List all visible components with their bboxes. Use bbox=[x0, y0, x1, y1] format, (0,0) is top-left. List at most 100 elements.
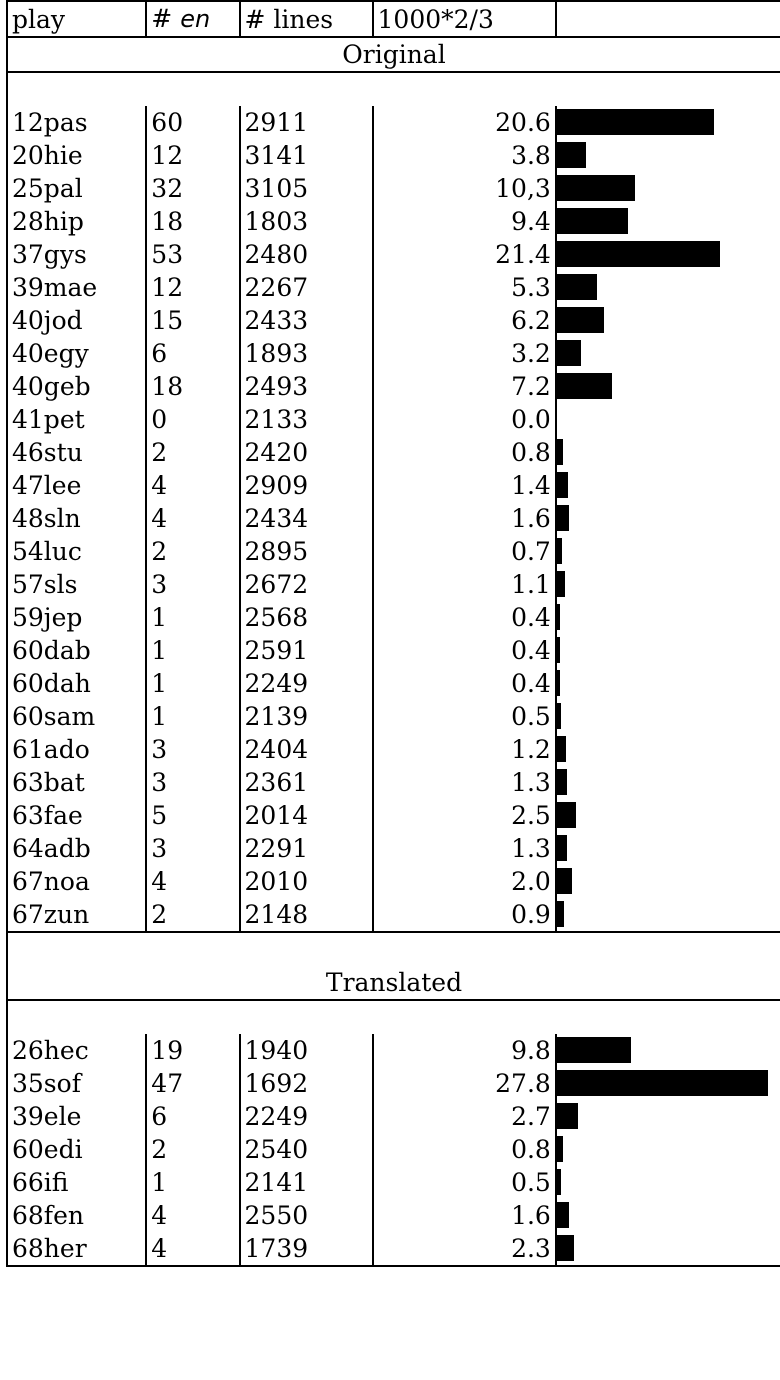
ratio-bar bbox=[557, 868, 572, 894]
bar-cell bbox=[554, 337, 780, 370]
ratio-cell: 2.0 bbox=[371, 865, 556, 898]
en-count-cell: 18 bbox=[145, 370, 240, 403]
bar-cell bbox=[554, 238, 780, 271]
bar-cell bbox=[554, 205, 780, 238]
ratio-bar bbox=[557, 802, 576, 828]
header-en: # en bbox=[145, 0, 240, 38]
lines-count-cell: 2895 bbox=[238, 535, 373, 568]
ratio-bar bbox=[557, 274, 597, 300]
en-count-cell: 6 bbox=[145, 1100, 240, 1133]
ratio-cell: 20.6 bbox=[371, 106, 556, 139]
play-name-cell: 40jod bbox=[5, 304, 147, 337]
bar-cell bbox=[554, 832, 780, 865]
bar-cell bbox=[554, 865, 780, 898]
ratio-cell: 27.8 bbox=[371, 1067, 556, 1100]
ratio-cell: 0.5 bbox=[371, 1166, 556, 1199]
ratio-cell: 1.6 bbox=[371, 1199, 556, 1232]
play-name-cell: 68her bbox=[5, 1232, 147, 1267]
lines-count-cell: 2672 bbox=[238, 568, 373, 601]
en-count-cell: 6 bbox=[145, 337, 240, 370]
play-name-cell: 39ele bbox=[5, 1100, 147, 1133]
lines-count-cell: 2148 bbox=[238, 898, 373, 932]
ratio-cell: 0.5 bbox=[371, 700, 556, 733]
table-row: 39ele 6 2249 2.7 bbox=[5, 1100, 780, 1133]
ratio-cell: 3.8 bbox=[371, 139, 556, 172]
ratio-cell: 0.8 bbox=[371, 1133, 556, 1166]
play-name-cell: 60sam bbox=[5, 700, 147, 733]
lines-count-cell: 2249 bbox=[238, 1100, 373, 1133]
ratio-bar bbox=[557, 472, 568, 498]
ratio-cell: 0.4 bbox=[371, 601, 556, 634]
section-header-row: Original bbox=[6, 37, 780, 73]
ratio-cell: 7.2 bbox=[371, 370, 556, 403]
ratio-bar bbox=[557, 373, 612, 399]
bar-cell bbox=[554, 1232, 780, 1267]
ratio-cell: 0.4 bbox=[371, 667, 556, 700]
en-count-cell: 19 bbox=[145, 1034, 240, 1067]
play-name-cell: 39mae bbox=[5, 271, 147, 304]
ratio-bar bbox=[557, 1037, 631, 1063]
bar-cell bbox=[554, 271, 780, 304]
lines-count-cell: 1940 bbox=[238, 1034, 373, 1067]
lines-count-cell: 2267 bbox=[238, 271, 373, 304]
ratio-bar bbox=[557, 835, 567, 861]
en-count-cell: 4 bbox=[145, 1232, 240, 1267]
header-lines: # lines bbox=[238, 0, 373, 38]
play-name-cell: 40egy bbox=[5, 337, 147, 370]
lines-count-cell: 1692 bbox=[238, 1067, 373, 1100]
header-play: play bbox=[5, 0, 147, 38]
ratio-cell: 1.3 bbox=[371, 766, 556, 799]
ratio-cell: 0.4 bbox=[371, 634, 556, 667]
bar-cell bbox=[554, 502, 780, 535]
lines-count-cell: 2434 bbox=[238, 502, 373, 535]
play-name-cell: 48sln bbox=[5, 502, 147, 535]
ratio-cell: 1.3 bbox=[371, 832, 556, 865]
bar-cell bbox=[554, 304, 780, 337]
table-row: 25pal 32 3105 10,3 bbox=[5, 172, 780, 205]
play-name-cell: 63bat bbox=[5, 766, 147, 799]
bar-cell bbox=[554, 1133, 780, 1166]
table-row: 40egy 6 1893 3.2 bbox=[5, 337, 780, 370]
ratio-bar bbox=[557, 637, 560, 663]
table-row: 66ifi 1 2141 0.5 bbox=[5, 1166, 780, 1199]
table-row: 48sln 4 2434 1.6 bbox=[5, 502, 780, 535]
lines-count-cell: 2909 bbox=[238, 469, 373, 502]
lines-count-cell: 1893 bbox=[238, 337, 373, 370]
play-name-cell: 41pet bbox=[5, 403, 147, 436]
lines-count-cell: 2550 bbox=[238, 1199, 373, 1232]
lines-count-cell: 1739 bbox=[238, 1232, 373, 1267]
ratio-bar bbox=[557, 109, 714, 135]
play-name-cell: 61ado bbox=[5, 733, 147, 766]
en-count-cell: 3 bbox=[145, 832, 240, 865]
ratio-bar bbox=[557, 1103, 578, 1129]
table-row: 60dah 1 2249 0.4 bbox=[5, 667, 780, 700]
bar-cell bbox=[554, 436, 780, 469]
en-count-cell: 1 bbox=[145, 667, 240, 700]
bar-cell bbox=[554, 403, 780, 436]
lines-count-cell: 2433 bbox=[238, 304, 373, 337]
lines-count-cell: 2480 bbox=[238, 238, 373, 271]
ratio-cell: 2.5 bbox=[371, 799, 556, 832]
play-statistics-table: play # en # lines 1000*2/3 Original 12pas… bbox=[5, 0, 780, 1267]
play-name-cell: 59jep bbox=[5, 601, 147, 634]
lines-count-cell: 2404 bbox=[238, 733, 373, 766]
section-header-row: Translated bbox=[6, 966, 780, 1001]
play-name-cell: 60edi bbox=[5, 1133, 147, 1166]
ratio-cell: 6.2 bbox=[371, 304, 556, 337]
section-separator bbox=[6, 999, 780, 1034]
table-row: 54luc 2 2895 0.7 bbox=[5, 535, 780, 568]
table-row: 60edi 2 2540 0.8 bbox=[5, 1133, 780, 1166]
bar-cell bbox=[554, 1199, 780, 1232]
table-row: 64adb 3 2291 1.3 bbox=[5, 832, 780, 865]
en-count-cell: 47 bbox=[145, 1067, 240, 1100]
play-name-cell: 37gys bbox=[5, 238, 147, 271]
en-count-cell: 18 bbox=[145, 205, 240, 238]
lines-count-cell: 2141 bbox=[238, 1166, 373, 1199]
en-count-cell: 12 bbox=[145, 139, 240, 172]
header-ratio: 1000*2/3 bbox=[371, 0, 556, 38]
ratio-cell: 3.2 bbox=[371, 337, 556, 370]
play-name-cell: 67noa bbox=[5, 865, 147, 898]
en-count-cell: 53 bbox=[145, 238, 240, 271]
section-separator-line bbox=[6, 931, 780, 966]
bar-cell bbox=[554, 469, 780, 502]
